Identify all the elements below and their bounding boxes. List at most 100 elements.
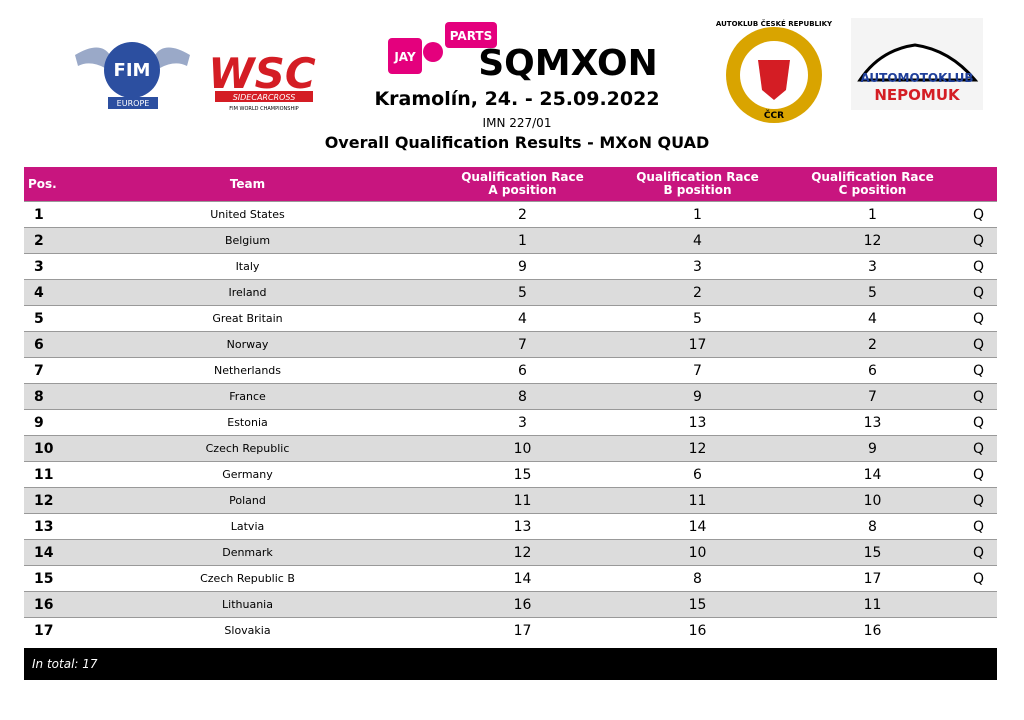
- qualified: Q: [960, 539, 997, 566]
- race-position: 7: [435, 331, 610, 358]
- logo-text: FIM: [114, 60, 151, 81]
- column-header: Qualification Race B position: [610, 167, 785, 202]
- position: 16: [24, 591, 60, 618]
- position: 7: [24, 357, 60, 384]
- race-position: 15: [610, 591, 785, 618]
- logo-text: JAY: [393, 50, 416, 64]
- race-position: 6: [610, 461, 785, 488]
- qualified: Q: [960, 461, 997, 488]
- footer: In total: 17: [24, 648, 997, 680]
- position: 8: [24, 383, 60, 410]
- position: 13: [24, 513, 60, 540]
- race-position: 3: [435, 409, 610, 436]
- logo-text: FIM WORLD CHAMPIONSHIP: [229, 106, 298, 112]
- qualified: Q: [960, 435, 997, 462]
- team: Italy: [60, 253, 435, 280]
- team: Belgium: [60, 227, 435, 254]
- race-position: 3: [610, 253, 785, 280]
- race-position: 17: [610, 331, 785, 358]
- race-position: 13: [785, 409, 960, 436]
- table-row: 12 Poland 11 11 10 Q: [24, 487, 997, 514]
- table-row: 10 Czech Republic 10 12 9 Q: [24, 435, 997, 462]
- race-position: 11: [785, 591, 960, 618]
- race-position: 7: [785, 383, 960, 410]
- team: Estonia: [60, 409, 435, 436]
- qualified: Q: [960, 565, 997, 592]
- team: Germany: [60, 461, 435, 488]
- position: 2: [24, 227, 60, 254]
- table-row: 8 France 8 9 7 Q: [24, 383, 997, 410]
- race-position: 4: [435, 305, 610, 332]
- race-position: 6: [785, 357, 960, 384]
- race-position: 15: [435, 461, 610, 488]
- table-row: 2 Belgium 1 4 12 Q: [24, 227, 997, 254]
- table-row: 1 United States 2 1 1 Q: [24, 201, 997, 228]
- race-position: 14: [785, 461, 960, 488]
- table-body: 1 United States 2 1 1 Q 2 Belgium 1 4 12 Q 3 Italy 9 3 3…: [24, 201, 997, 643]
- team: France: [60, 383, 435, 410]
- table-row: 15 Czech Republic B 14 8 17 Q: [24, 565, 997, 592]
- race-position: 12: [785, 227, 960, 254]
- race-position: 13: [610, 409, 785, 436]
- table-row: 17 Slovakia 17 16 16: [24, 617, 997, 643]
- position: 14: [24, 539, 60, 566]
- race-position: 15: [785, 539, 960, 566]
- position: 1: [24, 201, 60, 228]
- race-position: 8: [610, 565, 785, 592]
- team: Poland: [60, 487, 435, 514]
- fim-circle: [104, 42, 160, 98]
- qualified: Q: [960, 227, 997, 254]
- qualified: Q: [960, 305, 997, 332]
- position: 12: [24, 487, 60, 514]
- logos: FIM EUROPE WSC SIDECARCROSS FIM WORLD CH…: [75, 18, 983, 123]
- qualified: Q: [960, 357, 997, 384]
- qualified: Q: [960, 201, 997, 228]
- fim-wings: [75, 47, 190, 68]
- position: 6: [24, 331, 60, 358]
- team: Netherlands: [60, 357, 435, 384]
- qualified: [960, 617, 997, 643]
- logo-text: PARTS: [450, 29, 493, 43]
- race-position: 10: [435, 435, 610, 462]
- race-position: 16: [610, 617, 785, 643]
- logo-text: SQMXON: [478, 43, 658, 84]
- table-row: 9 Estonia 3 13 13 Q: [24, 409, 997, 436]
- race-position: 10: [785, 487, 960, 514]
- race-position: 12: [435, 539, 610, 566]
- table-row: 6 Norway 7 17 2 Q: [24, 331, 997, 358]
- race-position: 13: [435, 513, 610, 540]
- jay-box: [388, 38, 422, 74]
- race-position: 7: [610, 357, 785, 384]
- race-position: 14: [435, 565, 610, 592]
- amk-hill: [857, 43, 979, 82]
- logo-text: SIDECARCROSS: [233, 93, 296, 102]
- race-position: 14: [610, 513, 785, 540]
- race-position: 9: [435, 253, 610, 280]
- team: Czech Republic B: [60, 565, 435, 592]
- race-position: 2: [610, 279, 785, 306]
- column-header-blank: [960, 167, 997, 202]
- qualified: Q: [960, 409, 997, 436]
- team: Denmark: [60, 539, 435, 566]
- title: Overall Qualification Results - MXoN QUA…: [324, 133, 710, 152]
- team: Latvia: [60, 513, 435, 540]
- column-header: Team: [60, 167, 435, 202]
- parts-box: [445, 22, 497, 48]
- position: 3: [24, 253, 60, 280]
- race-position: 1: [785, 201, 960, 228]
- logo-text: EUROPE: [117, 99, 150, 108]
- table-row: 13 Latvia 13 14 8 Q: [24, 513, 997, 540]
- race-position: 17: [435, 617, 610, 643]
- place-date: Kramolín, 24. - 25.09.2022: [374, 88, 660, 110]
- race-position: 11: [610, 487, 785, 514]
- race-position: 4: [610, 227, 785, 254]
- team: Ireland: [60, 279, 435, 306]
- race-position: 6: [435, 357, 610, 384]
- code: IMN 227/01: [482, 116, 552, 130]
- results-table: Pos. Team Qualification Race A position Qua…: [24, 167, 997, 643]
- qualified: Q: [960, 513, 997, 540]
- column-header: Qualification Race C position: [785, 167, 960, 202]
- qualified: Q: [960, 279, 997, 306]
- table-row: 11 Germany 15 6 14 Q: [24, 461, 997, 488]
